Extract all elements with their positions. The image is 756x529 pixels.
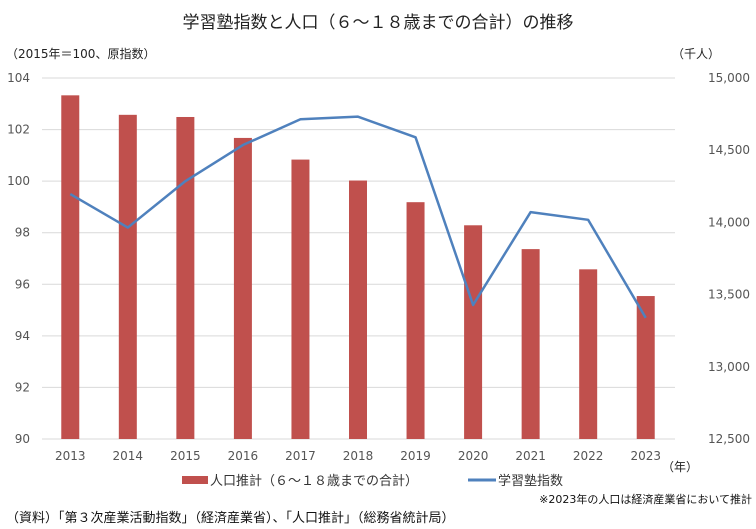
left-tick-label: 104 <box>7 71 30 85</box>
x-tick-label: 2017 <box>285 449 316 463</box>
left-tick-label: 90 <box>15 432 30 446</box>
right-tick-label: 13,500 <box>708 288 750 302</box>
chart-title: 学習塾指数と人口（６～１８歳までの合計）の推移 <box>183 12 574 33</box>
x-tick-label: 2016 <box>228 449 259 463</box>
left-tick-label: 100 <box>7 174 30 188</box>
x-tick-label: 2022 <box>573 449 604 463</box>
legend-label-index: 学習塾指数 <box>498 473 563 489</box>
right-tick-label: 13,000 <box>708 360 750 374</box>
bar-population-2017 <box>291 159 310 439</box>
right-tick-label: 14,000 <box>708 215 750 229</box>
left-tick-label: 98 <box>15 226 30 240</box>
left-tick-label: 94 <box>15 329 30 343</box>
x-tick-label: 2019 <box>400 449 431 463</box>
footnote: ※2023年の人口は経済産業省において推計 <box>539 492 752 506</box>
bar-population-2015 <box>176 116 195 439</box>
right-tick-label: 14,500 <box>708 143 750 157</box>
x-tick-label: 2018 <box>343 449 374 463</box>
right-tick-label: 12,500 <box>708 432 750 446</box>
left-tick-label: 102 <box>7 123 30 137</box>
x-tick-label: 2015 <box>170 449 201 463</box>
bar-population-2022 <box>579 269 598 439</box>
bar-population-2020 <box>464 225 483 439</box>
bar-population-2023 <box>636 296 655 439</box>
right-axis-label: （千人） <box>672 47 720 61</box>
bar-population-2019 <box>406 202 425 439</box>
legend-label-population: 人口推計（６～１８歳までの合計） <box>210 473 418 489</box>
bar-population-2021 <box>521 249 540 439</box>
legend-swatch-population <box>182 476 208 484</box>
x-tick-label: 2023 <box>630 449 661 463</box>
x-tick-label: 2014 <box>113 449 144 463</box>
left-axis-label: （2015年＝100、原指数） <box>6 46 155 61</box>
left-tick-label: 96 <box>15 277 30 291</box>
x-tick-label: 2013 <box>55 449 86 463</box>
x-tick-label: 2020 <box>458 449 489 463</box>
left-tick-label: 92 <box>15 380 30 394</box>
bar-population-2013 <box>61 95 80 439</box>
source-text: （資料）「第３次産業活動指数」（経済産業省）、「人口推計」（総務省統計局） <box>6 510 455 526</box>
x-tick-label: 2021 <box>515 449 546 463</box>
bar-population-2018 <box>349 180 367 440</box>
x-axis-label: （年） <box>662 460 698 474</box>
right-tick-label: 15,000 <box>708 71 750 85</box>
bar-population-2016 <box>233 137 252 439</box>
bar-population-2014 <box>118 114 137 440</box>
